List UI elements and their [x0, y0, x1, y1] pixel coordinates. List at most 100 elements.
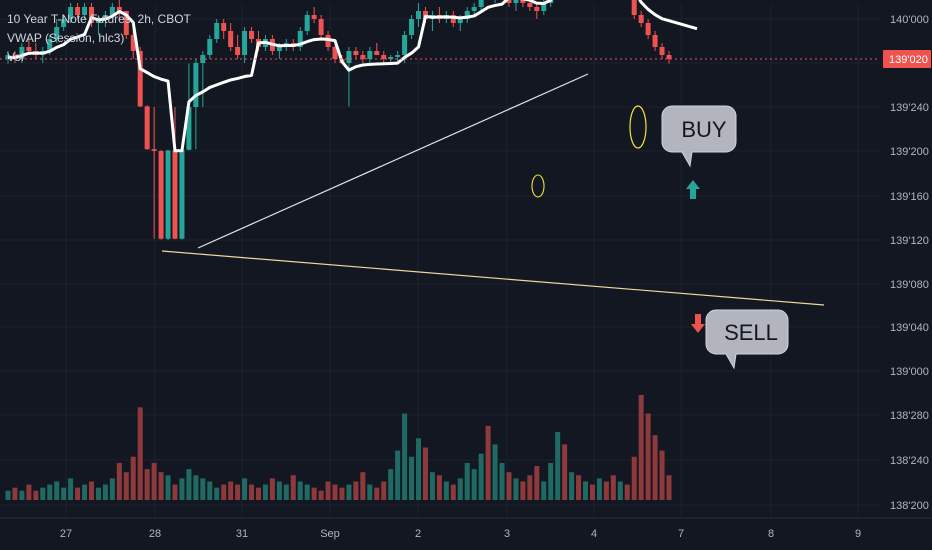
candle: [666, 51, 672, 64]
candle: [88, 3, 94, 27]
candle: [381, 51, 387, 64]
volume-bar: [353, 481, 359, 500]
symbol-title[interactable]: 10 Year T-Note Futures, 2h, CBOT: [7, 12, 191, 26]
candle-body: [311, 15, 317, 19]
candle: [450, 11, 456, 27]
candle: [395, 51, 401, 63]
candle: [367, 47, 373, 63]
candle-body: [165, 150, 171, 239]
buy-bubble[interactable]: BUY: [661, 105, 737, 168]
volume-bar: [200, 478, 206, 500]
candle: [659, 43, 665, 59]
volume-bar: [262, 484, 268, 500]
candle-body: [130, 35, 136, 51]
volume-bar: [562, 444, 568, 500]
volume-bar: [207, 481, 213, 500]
candle: [494, 0, 496, 3]
candle-body: [186, 107, 192, 150]
candle: [165, 149, 171, 240]
volume-bar: [478, 453, 484, 500]
volume-bar: [95, 487, 101, 500]
candle-body: [172, 150, 178, 239]
candle-body: [221, 23, 227, 31]
volume-bar: [645, 413, 651, 500]
vwap-line: [8, 0, 698, 153]
candle-body: [200, 55, 206, 63]
candle-body: [666, 55, 672, 59]
y-tick-label: 139'080: [890, 279, 929, 291]
candle: [304, 11, 310, 35]
candle-body: [276, 47, 282, 51]
volume-bar: [269, 478, 275, 500]
volume-bar: [82, 484, 88, 500]
volume-bar: [165, 475, 171, 500]
volume-bar: [26, 484, 32, 500]
candle-body: [416, 11, 422, 19]
volume-bar: [367, 484, 373, 500]
candle-body: [297, 31, 303, 47]
volume-bar: [402, 413, 408, 500]
candle: [75, 3, 81, 19]
candle: [409, 15, 415, 39]
candle-body: [360, 55, 366, 59]
volume-bar: [666, 475, 672, 500]
candle-body: [26, 47, 32, 51]
volume-bar: [513, 478, 519, 500]
candle-body: [19, 47, 25, 59]
volume-bar: [242, 478, 248, 500]
candle: [513, 0, 519, 11]
volume-bar: [374, 487, 380, 500]
candle: [652, 31, 658, 51]
last-price-tag: 139'020: [883, 50, 931, 68]
candle: [506, 0, 512, 7]
candle: [137, 47, 143, 107]
last-price-tag-bg: [883, 50, 931, 68]
volume-bar: [492, 444, 498, 500]
volume-bar: [436, 475, 442, 500]
highlight-circle: [629, 105, 647, 149]
volume-bar: [179, 478, 185, 500]
candle-body: [61, 19, 67, 27]
candle-body: [193, 63, 199, 107]
candle: [520, 0, 526, 7]
candle: [19, 43, 25, 63]
volume-bar: [158, 472, 164, 500]
volume-bar: [12, 487, 18, 500]
up-arrow-icon: [686, 180, 700, 199]
candle-body: [68, 7, 74, 19]
y-tick-label: 139'240: [890, 102, 929, 114]
y-tick-label: 138'240: [890, 455, 929, 467]
volume-bar: [33, 490, 39, 500]
candle-body: [235, 47, 241, 55]
candle-body: [214, 23, 220, 39]
volume-bar: [5, 490, 11, 500]
annotations: BUY SELL: [531, 105, 789, 370]
volume-bar: [54, 481, 60, 500]
candle-body: [645, 23, 651, 35]
volume-bar: [395, 450, 401, 500]
volume-indicator-label[interactable]: Vol: [7, 50, 24, 64]
candle-body: [353, 51, 359, 55]
candle-body: [659, 47, 665, 55]
y-tick-label: 139'000: [890, 366, 929, 378]
candle-body: [506, 0, 512, 3]
volume-bar: [422, 447, 428, 500]
volume-bar: [130, 456, 136, 500]
vwap-indicator-label[interactable]: VWAP (Session, hlc3): [7, 31, 125, 45]
candle-body: [332, 47, 338, 59]
volume-bar: [499, 462, 505, 500]
candle-body: [541, 3, 547, 11]
buy-bubble-shape: [661, 105, 737, 168]
volume-bar: [416, 438, 422, 500]
volume-bar: [443, 481, 449, 500]
candle-body: [471, 7, 477, 11]
volume-bar: [583, 481, 589, 500]
candle: [638, 11, 644, 27]
x-tick-label: 8: [768, 528, 774, 540]
sell-bubble[interactable]: SELL: [705, 309, 789, 370]
candle-body: [179, 149, 185, 239]
candle-body: [520, 0, 526, 3]
drawn-lines: [0, 0, 880, 306]
